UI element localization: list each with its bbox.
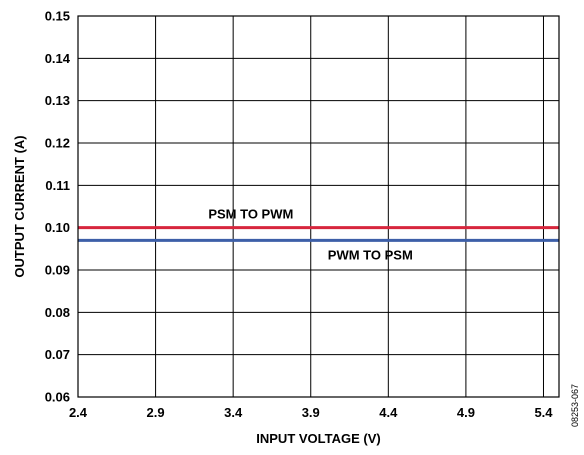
- x-tick-label: 2.4: [69, 405, 88, 420]
- y-tick-label: 0.11: [45, 178, 70, 193]
- x-tick-label: 4.4: [379, 405, 398, 420]
- y-tick-label: 0.10: [45, 220, 70, 235]
- y-tick-label: 0.13: [45, 93, 70, 108]
- plot-frame: [77, 15, 560, 398]
- y-tick-label: 0.15: [45, 9, 70, 24]
- series-label-2: PWM TO PSM: [328, 247, 413, 262]
- y-tick-label: 0.08: [45, 305, 70, 320]
- y-tick-label: 0.07: [45, 347, 70, 362]
- y-tick-label: 0.12: [45, 136, 70, 151]
- series-labels: PSM TO PWM PWM TO PSM: [208, 207, 412, 263]
- grid: [77, 15, 559, 398]
- y-tick-label: 0.14: [45, 51, 71, 66]
- figure-id: 08253-067: [570, 384, 580, 427]
- x-tick-label: 4.9: [457, 405, 475, 420]
- y-tick-labels: 0.06 0.07 0.08 0.09 0.10 0.11 0.12 0.13 0.14 0.15: [45, 9, 71, 405]
- x-tick-label: 3.9: [302, 405, 320, 420]
- series-lines: [78, 226, 559, 242]
- y-tick-label: 0.06: [45, 390, 70, 405]
- x-axis-label: INPUT VOLTAGE (V): [256, 431, 380, 446]
- x-tick-labels: 2.4 2.9 3.4 3.9 4.4 4.9 5.4: [69, 405, 553, 420]
- y-tick-label: 0.09: [45, 263, 70, 278]
- series-label-1: PSM TO PWM: [208, 207, 293, 222]
- y-axis-label: OUTPUT CURRENT (A): [12, 135, 27, 277]
- x-tick-label: 5.4: [534, 405, 553, 420]
- x-tick-label: 2.9: [147, 405, 165, 420]
- x-tick-label: 3.4: [224, 405, 243, 420]
